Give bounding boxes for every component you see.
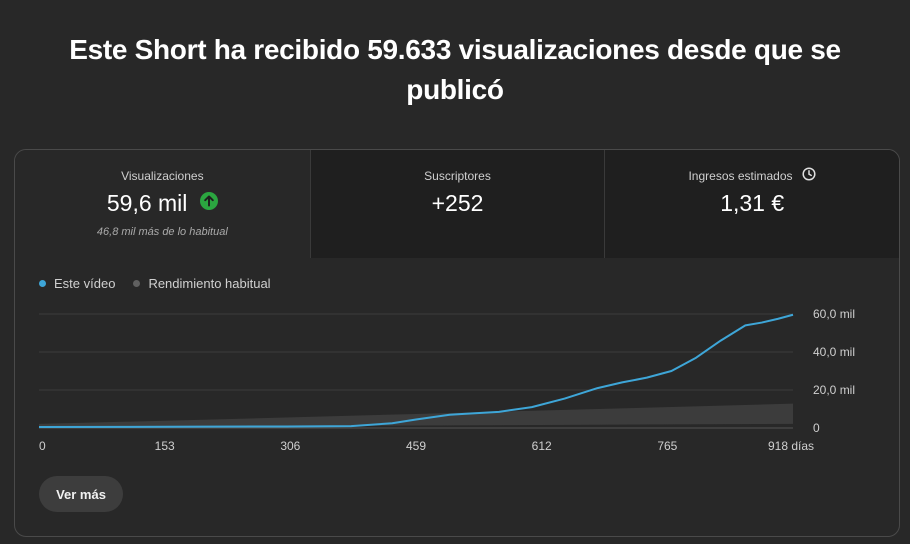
arrow-up-circle-icon — [199, 189, 218, 216]
x-tick-label: 153 — [155, 439, 175, 453]
legend-label-typical: Rendimiento habitual — [148, 276, 271, 291]
chart-legend: Este vídeo Rendimiento habitual — [39, 276, 289, 291]
this-video-line — [38, 313, 794, 429]
x-tick-label: 612 — [532, 439, 552, 453]
x-tick-label: 306 — [280, 439, 300, 453]
legend-item-this-video[interactable]: Este vídeo — [39, 276, 115, 291]
views-line-chart[interactable]: 60,0 mil 40,0 mil 20,0 mil 0 0 153 306 459 612 76… — [15, 300, 899, 460]
legend-dot-typical — [133, 280, 141, 287]
tab-views-comparison: 46,8 mil más de lo habitual — [96, 226, 228, 238]
clock-icon[interactable] — [802, 167, 816, 184]
page-title: Este Short ha recibido 59.633 visualizac… — [69, 34, 841, 105]
legend-item-typical[interactable]: Rendimiento habitual — [133, 276, 271, 291]
x-tick-label: 918 días — [768, 439, 814, 453]
typical-performance-band — [39, 403, 793, 427]
tab-revenue[interactable]: Ingresos estimados 1,31 € — [604, 150, 899, 258]
y-tick-label: 40,0 mil — [813, 345, 855, 359]
tab-revenue-title: Ingresos estimados — [688, 169, 793, 183]
y-tick-label: 20,0 mil — [813, 383, 855, 397]
tab-views-title: Visualizaciones — [121, 169, 204, 183]
legend-label-this-video: Este vídeo — [54, 276, 116, 291]
x-tick-label: 459 — [406, 439, 426, 453]
tab-views[interactable]: Visualizaciones 59,6 mil 46,8 mil más de… — [15, 150, 310, 258]
tab-subscribers-title: Suscriptores — [424, 169, 491, 183]
tab-views-value-row: 59,6 mil — [15, 190, 310, 217]
metric-tabs: Visualizaciones 59,6 mil 46,8 mil más de… — [15, 150, 899, 258]
see-more-button[interactable]: Ver más — [39, 476, 123, 512]
x-tick-label: 765 — [657, 439, 677, 453]
tab-subscribers-value: +252 — [431, 190, 484, 216]
x-tick-label: 0 — [39, 439, 46, 453]
legend-dot-this-video — [39, 280, 46, 287]
tab-revenue-title-row: Ingresos estimados — [605, 167, 899, 184]
tab-subscribers[interactable]: Suscriptores +252 — [309, 150, 605, 258]
tab-revenue-value: 1,31 € — [720, 190, 785, 216]
y-tick-label: 0 — [813, 421, 820, 435]
y-tick-label: 60,0 mil — [813, 307, 855, 321]
tab-views-value: 59,6 mil — [106, 190, 188, 216]
performance-card: Visualizaciones 59,6 mil 46,8 mil más de… — [14, 149, 900, 537]
